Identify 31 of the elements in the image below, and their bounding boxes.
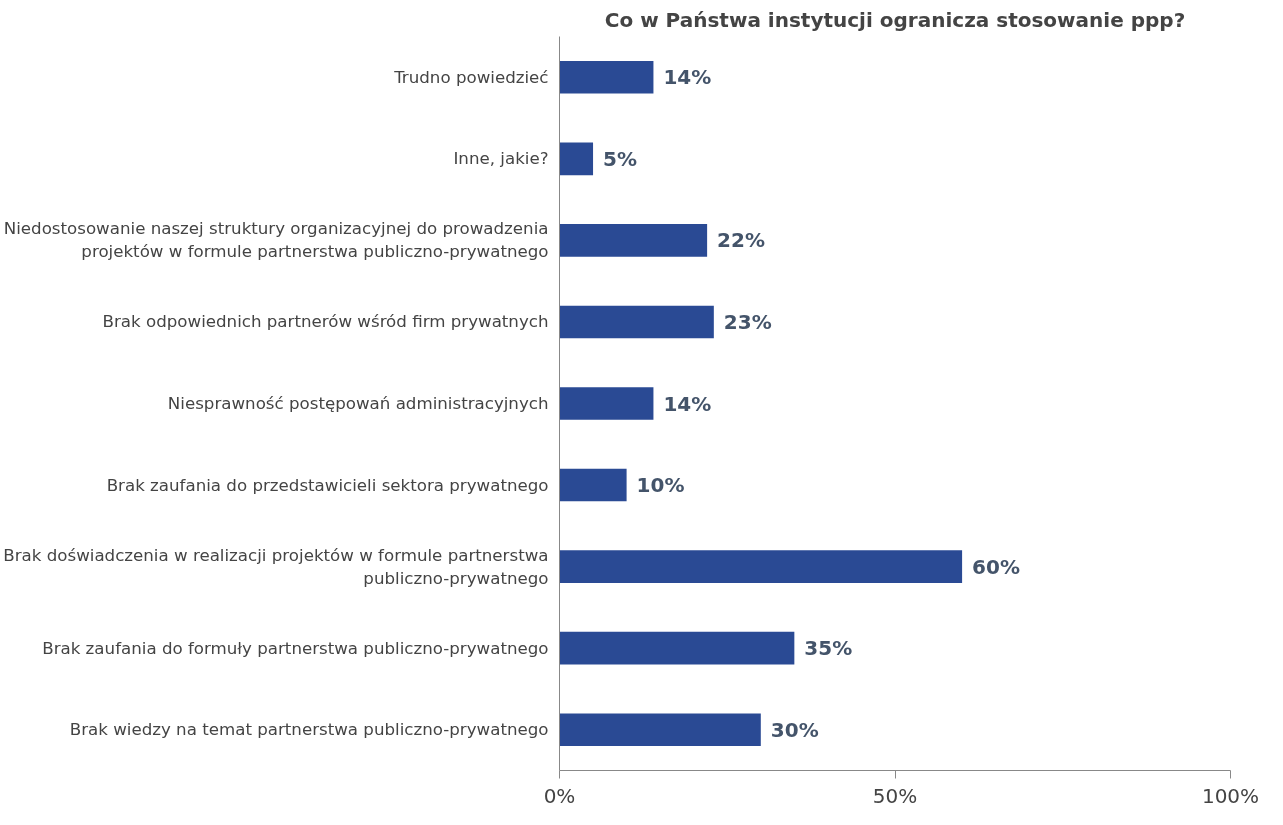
data-label: 5% bbox=[603, 146, 638, 171]
bar bbox=[559, 60, 654, 94]
y-tick-label: Inne, jakie? bbox=[453, 149, 549, 169]
y-tick-label: Brak doświadczenia w realizacji projektów w formule partnerstwa publiczno-prywatnego bbox=[3, 545, 549, 588]
bar bbox=[559, 713, 761, 747]
y-tick-label: Brak zaufania do formuły partnerstwa publiczno-prywatnego bbox=[42, 638, 549, 658]
data-label: 10% bbox=[636, 473, 685, 498]
x-tick-label: 50% bbox=[872, 783, 918, 808]
y-tick-label: Niedostosowanie naszej struktury organizacyjnej do prowadzenia projektów w formule partnerstwa publiczno-prywatnego bbox=[3, 219, 549, 262]
data-label: 14% bbox=[663, 65, 712, 90]
x-tick-label: 100% bbox=[1201, 783, 1260, 808]
data-label: 14% bbox=[663, 391, 712, 416]
data-label: 60% bbox=[972, 554, 1020, 579]
bar bbox=[559, 305, 714, 339]
y-tick-label: Brak wiedzy na temat partnerstwa publiczno-prywatnego bbox=[69, 720, 549, 740]
data-label: 23% bbox=[723, 309, 772, 334]
y-tick-label: Brak zaufania do przedstawicieli sektora prywatnego bbox=[106, 475, 549, 495]
y-tick-label: Brak odpowiednich partnerów wśród firm prywatnych bbox=[102, 312, 549, 332]
data-label: 30% bbox=[770, 717, 819, 742]
bar bbox=[559, 224, 708, 257]
y-tick-label: Niesprawność postępowań administracyjnych bbox=[167, 394, 549, 413]
bar bbox=[559, 631, 795, 665]
bar bbox=[559, 550, 963, 583]
bar bbox=[559, 387, 654, 420]
data-label: 22% bbox=[717, 228, 765, 253]
x-tick-label: 0% bbox=[543, 783, 576, 808]
bar bbox=[559, 468, 627, 502]
y-tick-label: Trudno powiedzieć bbox=[393, 67, 549, 87]
bar bbox=[559, 142, 594, 176]
data-label: 35% bbox=[804, 636, 853, 661]
chart-title: Co w Państwa instytucji ogranicza stosowanie ppp? bbox=[604, 7, 1186, 32]
